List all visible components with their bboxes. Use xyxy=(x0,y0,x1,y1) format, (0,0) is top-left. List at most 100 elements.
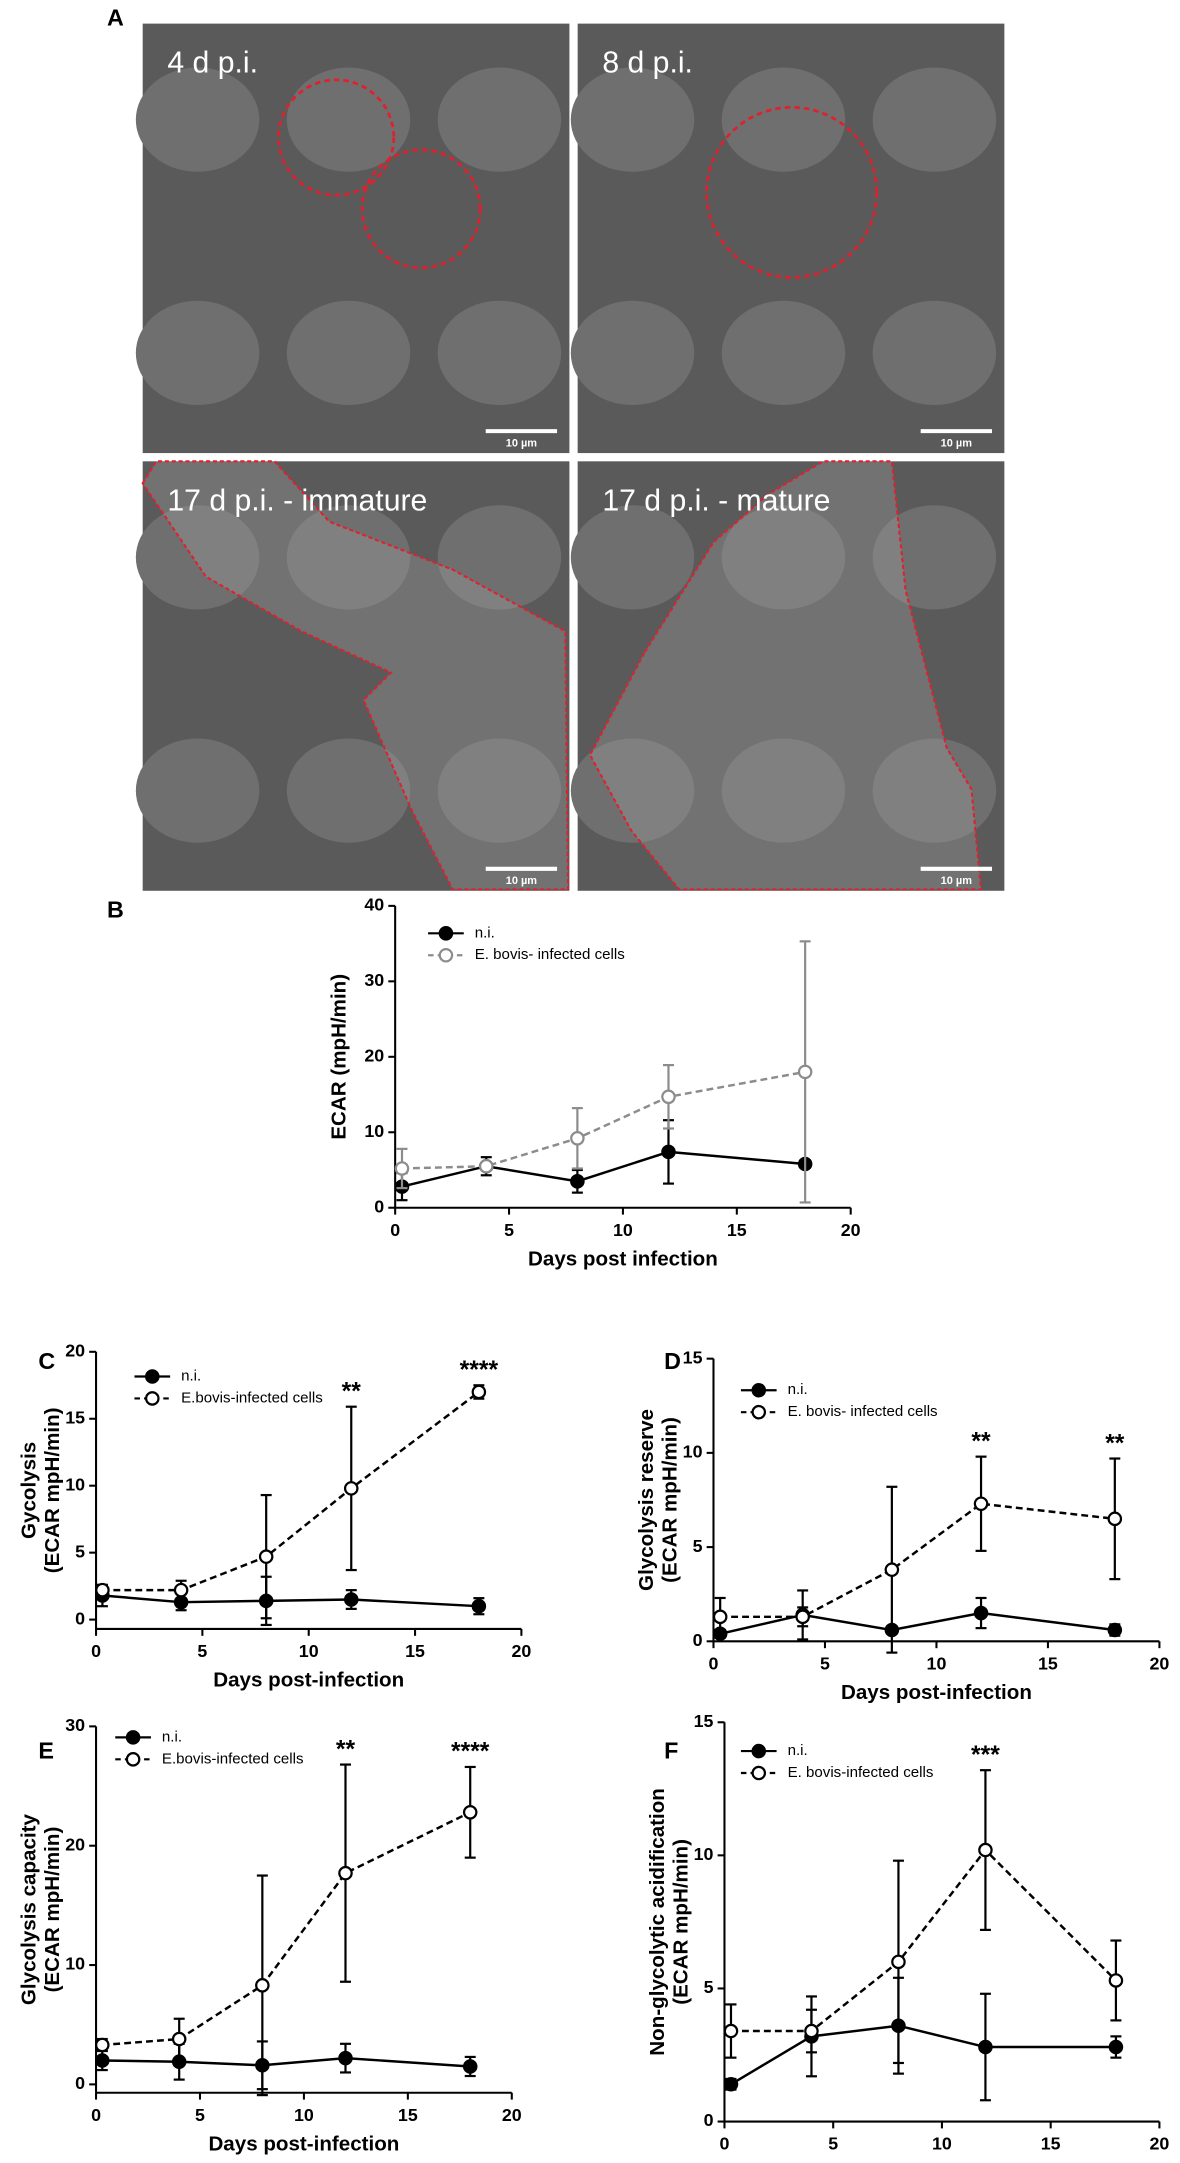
scale-bar-label: 10 µm xyxy=(941,437,973,449)
series-line xyxy=(102,1594,479,1608)
series-line xyxy=(102,1390,480,1592)
data-point xyxy=(95,2037,110,2053)
legend-label: n.i. xyxy=(788,1381,808,1398)
x-axis-title: Days post-infection xyxy=(846,2161,1037,2163)
y-tick-label: 10 xyxy=(683,1442,703,1462)
series-line xyxy=(102,2056,471,2068)
panel-label: D xyxy=(664,1348,681,1374)
cell xyxy=(135,300,260,406)
x-axis-title: Days post-infection xyxy=(213,1669,404,1692)
x-tick-label: 10 xyxy=(299,1641,319,1661)
data-point xyxy=(478,1158,494,1174)
x-tick-label: 10 xyxy=(932,2134,952,2154)
image-caption: 17 d p.i. - mature xyxy=(602,484,830,517)
cell xyxy=(286,300,411,406)
y-tick-label: 30 xyxy=(364,970,384,990)
data-point xyxy=(973,1605,989,1621)
y-tick-label: 30 xyxy=(65,1715,85,1735)
y-tick-label: 10 xyxy=(694,1844,714,1864)
cell xyxy=(721,738,846,843)
data-point xyxy=(1107,1511,1123,1527)
outline xyxy=(705,105,879,279)
cell xyxy=(135,738,260,843)
legend-label: E. bovis- infected cells xyxy=(788,1403,938,1420)
x-axis-title: Days post infection xyxy=(528,1247,718,1270)
cell xyxy=(437,67,562,172)
x-tick-label: 20 xyxy=(1149,1653,1169,1673)
significance: ** xyxy=(342,1378,362,1405)
x-tick-label: 15 xyxy=(398,2105,418,2125)
data-point xyxy=(255,1978,270,1993)
series-line xyxy=(730,2024,1116,2086)
legend-marker xyxy=(438,947,454,963)
outline xyxy=(588,460,983,891)
data-point xyxy=(462,2059,478,2074)
y-tick-label: 20 xyxy=(65,1341,85,1361)
x-tick-label: 5 xyxy=(820,1653,830,1673)
cell xyxy=(872,738,997,843)
cell xyxy=(570,738,695,843)
panel-label: B xyxy=(107,897,124,923)
data-point xyxy=(343,1481,359,1496)
data-point xyxy=(95,2053,110,2068)
data-point xyxy=(884,1562,900,1577)
legend-label: n.i. xyxy=(788,1742,808,1759)
data-point xyxy=(978,2039,993,2055)
data-point xyxy=(338,1865,353,1881)
cell xyxy=(437,300,562,406)
significance: *** xyxy=(971,1742,1000,1769)
x-tick-label: 20 xyxy=(511,1641,531,1661)
y-tick-label: 5 xyxy=(704,1977,714,1997)
x-tick-label: 15 xyxy=(1038,1653,1058,1673)
data-point xyxy=(1107,1622,1123,1638)
x-tick-label: 0 xyxy=(91,2105,101,2125)
cell xyxy=(872,67,997,172)
image-caption: 17 d p.i. - immature xyxy=(167,484,427,517)
legend-marker xyxy=(125,1752,141,1767)
y-axis-subtitle: (ECAR mpH/min) xyxy=(41,1408,64,1574)
data-point xyxy=(1108,1973,1124,1988)
data-point xyxy=(661,1089,676,1105)
y-tick-label: 5 xyxy=(75,1541,85,1561)
outline xyxy=(141,460,570,891)
x-tick-label: 15 xyxy=(1041,2134,1061,2154)
data-point xyxy=(795,1609,810,1625)
data-point xyxy=(95,1582,110,1598)
cell xyxy=(437,738,562,843)
series-line xyxy=(401,1150,806,1188)
legend-label: n.i. xyxy=(162,1728,182,1745)
data-point xyxy=(712,1609,728,1625)
legend-marker xyxy=(751,1382,767,1398)
cell xyxy=(721,67,846,172)
legend-label: n.i. xyxy=(475,924,495,941)
legend-label: n.i. xyxy=(181,1367,201,1384)
cell xyxy=(135,505,260,610)
x-tick-label: 15 xyxy=(727,1220,747,1240)
y-axis-subtitle: (ECAR mpH/min) xyxy=(658,1417,681,1583)
x-tick-label: 5 xyxy=(195,2105,205,2125)
x-tick-label: 10 xyxy=(927,1653,947,1673)
x-tick-label: 5 xyxy=(197,1641,207,1661)
legend-label: E.bovis-infected cells xyxy=(162,1750,304,1767)
legend-label: E.bovis-infected cells xyxy=(181,1389,323,1406)
x-tick-label: 20 xyxy=(841,1220,861,1240)
data-point xyxy=(797,1064,813,1080)
data-point xyxy=(570,1131,585,1146)
data-point xyxy=(723,2023,739,2039)
outline xyxy=(360,148,482,270)
panel-label: E xyxy=(38,1738,54,1764)
legend-marker xyxy=(751,1765,767,1781)
data-point xyxy=(1108,2039,1124,2055)
x-tick-label: 0 xyxy=(709,1653,719,1673)
y-tick-label: 10 xyxy=(65,1954,85,1974)
x-tick-label: 10 xyxy=(294,2105,314,2125)
cell xyxy=(872,505,997,610)
x-tick-label: 20 xyxy=(1149,2134,1169,2154)
series-line xyxy=(720,1502,1115,1619)
data-point xyxy=(471,1384,487,1400)
significance: ** xyxy=(971,1428,991,1455)
data-point xyxy=(173,1582,189,1598)
data-point xyxy=(973,1496,989,1512)
series-line xyxy=(401,1070,806,1170)
cell xyxy=(570,300,695,406)
